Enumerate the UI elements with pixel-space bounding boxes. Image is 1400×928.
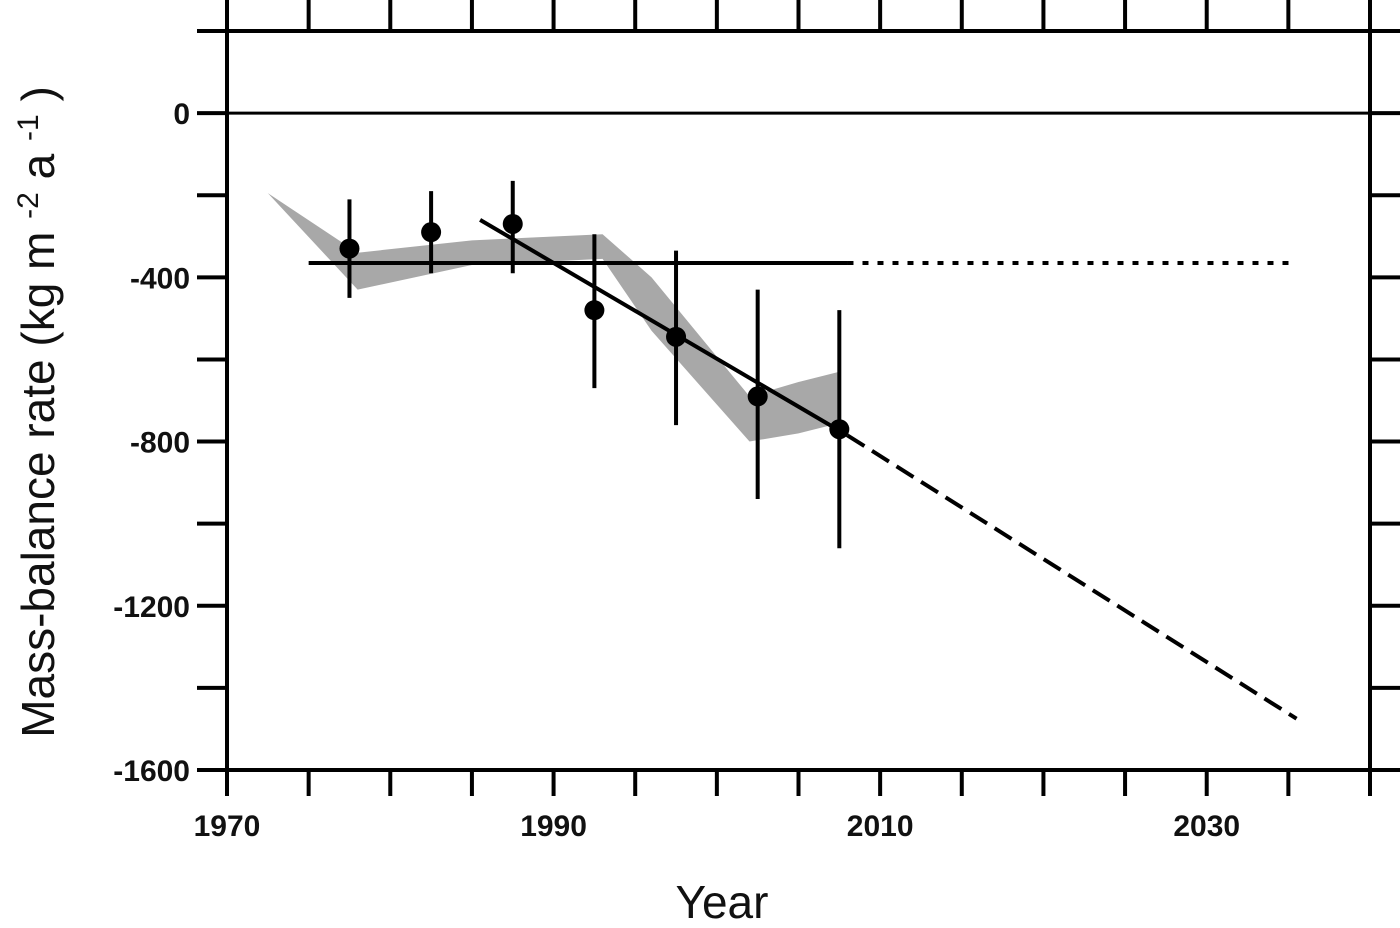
data-point xyxy=(502,213,523,234)
y-tick-label: -1200 xyxy=(113,591,190,624)
x-tick-label: 1970 xyxy=(194,810,261,843)
x-tick-label: 2010 xyxy=(847,810,914,843)
data-point xyxy=(747,386,768,407)
data-point xyxy=(666,326,687,347)
y-tick-label: -400 xyxy=(130,262,190,295)
trend-line-solid-4 xyxy=(479,218,849,438)
data-point xyxy=(421,222,442,243)
x-tick-label: 1990 xyxy=(520,810,587,843)
y-tick-label: 0 xyxy=(173,98,190,131)
y-axis-title-exp1: -2 xyxy=(12,192,45,219)
y-tick-label: -800 xyxy=(130,427,190,460)
data-point xyxy=(584,300,605,321)
data-point xyxy=(339,238,360,259)
y-tick-label: -1600 xyxy=(113,755,190,788)
x-axis-title: Year xyxy=(676,876,769,923)
y-axis-title: Mass-balance rate (kg m -2 a -1 ) xyxy=(0,86,64,738)
trend-line-dashed-5 xyxy=(846,433,1298,721)
y-axis-title-close: ) xyxy=(12,86,64,101)
y-axis-title-main: Mass-balance rate (kg m xyxy=(12,232,64,738)
data-point xyxy=(829,419,850,440)
y-axis-title-exp2: -1 xyxy=(12,114,45,141)
y-axis-title-mid: a xyxy=(12,153,64,179)
uncertainty-band xyxy=(227,193,840,442)
x-tick-label: 2030 xyxy=(1173,810,1240,843)
